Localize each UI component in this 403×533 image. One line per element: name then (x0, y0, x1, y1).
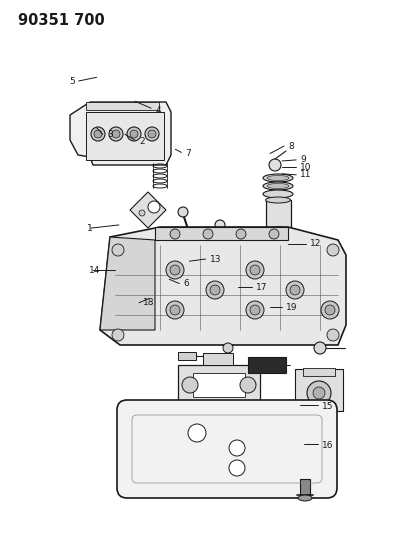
Bar (266, 200, 291, 230)
Circle shape (166, 261, 184, 279)
Text: 2: 2 (139, 137, 145, 146)
Circle shape (321, 301, 339, 319)
Circle shape (91, 127, 105, 141)
Text: 3: 3 (107, 130, 112, 139)
Text: 14: 14 (89, 266, 100, 274)
Text: 7: 7 (185, 149, 191, 158)
Circle shape (215, 220, 225, 230)
Circle shape (313, 387, 325, 399)
Circle shape (182, 377, 198, 393)
Circle shape (148, 201, 160, 213)
Polygon shape (100, 227, 346, 345)
Text: 17: 17 (256, 284, 268, 292)
Text: 6: 6 (183, 279, 189, 288)
Circle shape (325, 305, 335, 315)
Ellipse shape (267, 175, 289, 181)
Circle shape (250, 265, 260, 275)
Circle shape (223, 343, 233, 353)
Circle shape (246, 261, 264, 279)
Circle shape (229, 440, 245, 456)
Text: 90351 700: 90351 700 (18, 13, 105, 28)
Circle shape (170, 229, 180, 239)
Circle shape (327, 244, 339, 256)
Text: 15: 15 (322, 402, 334, 410)
Circle shape (94, 130, 102, 138)
Text: 10: 10 (300, 163, 312, 172)
Circle shape (170, 305, 180, 315)
Text: 5: 5 (69, 77, 75, 86)
Bar (303, 368, 335, 376)
Bar (86, 112, 164, 160)
Circle shape (112, 244, 124, 256)
Ellipse shape (266, 197, 291, 203)
Circle shape (130, 130, 138, 138)
Ellipse shape (266, 227, 291, 233)
Ellipse shape (298, 495, 312, 501)
Circle shape (250, 305, 260, 315)
Text: 18: 18 (143, 298, 155, 307)
Ellipse shape (263, 174, 293, 182)
Text: 1: 1 (87, 224, 92, 232)
Circle shape (314, 342, 326, 354)
Circle shape (148, 130, 156, 138)
Text: 11: 11 (300, 171, 312, 179)
Bar (178, 352, 196, 360)
Circle shape (246, 301, 264, 319)
Bar (203, 353, 233, 365)
Bar (188, 405, 250, 415)
Polygon shape (70, 102, 171, 165)
Circle shape (240, 377, 256, 393)
Circle shape (236, 229, 246, 239)
Circle shape (112, 329, 124, 341)
Circle shape (166, 301, 184, 319)
Circle shape (290, 285, 300, 295)
FancyBboxPatch shape (117, 400, 337, 498)
Circle shape (269, 229, 279, 239)
Circle shape (139, 210, 145, 216)
Circle shape (269, 159, 281, 171)
Text: 13: 13 (210, 255, 221, 264)
Circle shape (109, 127, 123, 141)
Ellipse shape (267, 183, 289, 189)
Text: 19: 19 (286, 303, 298, 312)
Circle shape (210, 285, 220, 295)
Bar (193, 373, 245, 397)
Circle shape (188, 424, 206, 442)
Bar (86, 102, 159, 110)
Bar (295, 369, 343, 411)
Circle shape (145, 127, 159, 141)
Circle shape (206, 281, 224, 299)
Circle shape (112, 130, 120, 138)
Circle shape (215, 356, 225, 366)
Circle shape (127, 127, 141, 141)
Circle shape (307, 381, 331, 405)
Bar (248, 357, 286, 373)
Text: 8: 8 (288, 142, 294, 150)
Bar (178, 365, 260, 405)
Text: 16: 16 (322, 441, 334, 449)
Polygon shape (130, 192, 166, 228)
Circle shape (270, 227, 286, 243)
Text: 12: 12 (310, 239, 322, 248)
Circle shape (170, 265, 180, 275)
Polygon shape (100, 237, 155, 330)
Circle shape (327, 329, 339, 341)
Ellipse shape (263, 182, 293, 190)
Text: 4: 4 (155, 106, 161, 115)
Circle shape (211, 367, 219, 375)
Text: 9: 9 (300, 156, 306, 164)
Circle shape (229, 460, 245, 476)
Circle shape (286, 281, 304, 299)
Ellipse shape (263, 190, 293, 198)
Circle shape (203, 229, 213, 239)
Bar (300, 479, 310, 495)
Circle shape (178, 207, 188, 217)
Polygon shape (155, 227, 288, 240)
